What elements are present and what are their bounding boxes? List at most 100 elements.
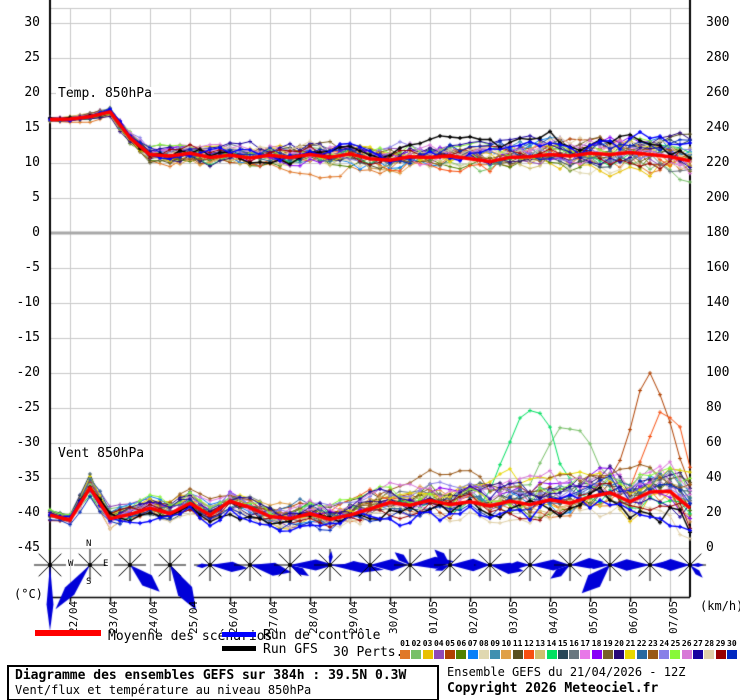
pert-number-label: 03 [422,639,433,648]
left-axis-unit: (°C) [14,587,43,601]
pert-color-swatch [659,650,670,659]
compass-west-label: W [68,559,74,569]
pert-color-swatch [704,650,715,659]
x-axis-date-label: 01/05 [427,600,440,634]
pert-number-label: 18 [591,639,602,648]
pert-number-label: 25 [670,639,681,648]
pert-number-label: 24 [659,639,670,648]
right-tick-label: 80 [706,400,722,415]
pert-color-swatch [456,650,467,659]
pert-color-swatch [693,650,704,659]
left-tick-label: -5 [24,260,40,275]
right-tick-label: 20 [706,505,722,520]
right-tick-label: 300 [706,15,730,30]
pert-number-label: 11 [512,639,523,648]
x-axis-date-label: 07/05 [667,600,680,634]
left-tick-label: 30 [24,15,40,30]
pert-number-label: 21 [625,639,636,648]
pert-number-label: 22 [636,639,647,648]
pert-color-swatch [411,650,422,659]
pert-color-swatch [535,650,546,659]
legend-control-label: Run de contrôle [263,628,381,643]
right-tick-label: 100 [706,365,730,380]
right-tick-label: 180 [706,225,730,240]
pert-color-swatch [501,650,512,659]
legend-gfs-swatch [222,646,256,651]
x-axis-date-label: 22/04 [67,600,80,634]
pert-number-label: 20 [614,639,624,648]
right-tick-label: 260 [706,85,730,100]
compass-north-label: N [86,539,92,549]
pert-number-label: 14 [546,639,557,648]
right-tick-label: 160 [706,260,730,275]
diagram-title-box: Diagramme des ensembles GEFS sur 384h : … [7,665,439,700]
right-tick-label: 140 [706,295,730,310]
pert-number-label: 13 [535,639,546,648]
left-tick-label: -40 [16,505,40,520]
pert-number-label: 06 [456,639,467,648]
x-axis-date-label: 30/04 [387,600,400,634]
compass-east-label: E [103,559,109,569]
left-tick-label: 15 [24,120,40,135]
right-axis-unit: (km/h) [700,599,740,613]
left-tick-label: -35 [16,470,40,485]
x-axis-date-label: 04/05 [547,600,560,634]
x-axis-date-label: 03/05 [507,600,520,634]
left-tick-label: -30 [16,435,40,450]
left-tick-label: 20 [24,85,40,100]
right-tick-label: 240 [706,120,730,135]
pert-color-swatch [625,650,636,659]
temp-series-label: Temp. 850hPa [56,86,154,101]
pert-color-swatch [647,650,658,659]
x-axis-date-label: 06/05 [627,600,640,634]
pert-number-label: 04 [433,639,444,648]
legend-control-swatch [222,632,256,637]
pert-number-label: 05 [445,639,455,648]
compass-south-label: S [86,577,92,587]
left-tick-label: -25 [16,400,40,415]
pert-color-swatch [670,650,681,659]
pert-color-swatch [433,650,444,659]
right-tick-label: 60 [706,435,722,450]
diagram-title: Diagramme des ensembles GEFS sur 384h : … [15,668,407,683]
copyright-text: Copyright 2026 Meteociel.fr [447,681,659,696]
pert-number-label: 26 [681,639,692,648]
pert-number-label: 02 [411,639,422,648]
legend-perts-label: 30 Perts. [333,645,404,660]
legend-mean-swatch [35,630,101,636]
left-tick-label: 5 [32,190,40,205]
pert-number-label: 16 [569,639,579,648]
run-info-text: Ensemble GEFS du 21/04/2026 - 12Z [447,665,686,679]
right-tick-label: 120 [706,330,730,345]
left-tick-label: 10 [24,155,40,170]
right-tick-label: 40 [706,470,722,485]
left-tick-label: -45 [16,540,40,555]
pert-color-swatch [726,650,737,659]
pert-color-swatch [715,650,726,659]
left-tick-label: 25 [24,50,40,65]
left-tick-label: -10 [16,295,40,310]
pert-number-label: 30 [727,639,737,648]
pert-number-label: 07 [467,639,478,648]
pert-color-swatch [523,650,534,659]
pert-color-swatch [580,650,591,659]
right-tick-label: 280 [706,50,730,65]
diagram-subtitle: Vent/flux et température au niveau 850hP… [15,683,312,697]
wind-series-label: Vent 850hPa [56,446,147,461]
pert-color-swatch [490,650,501,659]
pert-number-label: 28 [704,639,715,648]
pert-color-swatch [445,650,456,659]
pert-color-swatch [681,650,692,659]
left-tick-label: -15 [16,330,40,345]
pert-color-swatch [422,650,433,659]
pert-color-swatch [614,650,625,659]
pert-color-swatch [512,650,523,659]
pert-number-label: 01 [400,639,410,648]
right-tick-label: 220 [706,155,730,170]
pert-color-swatch [478,650,489,659]
right-tick-label: 0 [706,540,714,555]
pert-color-swatch [546,650,557,659]
pert-color-swatch [602,650,613,659]
pert-number-label: 15 [557,639,568,648]
